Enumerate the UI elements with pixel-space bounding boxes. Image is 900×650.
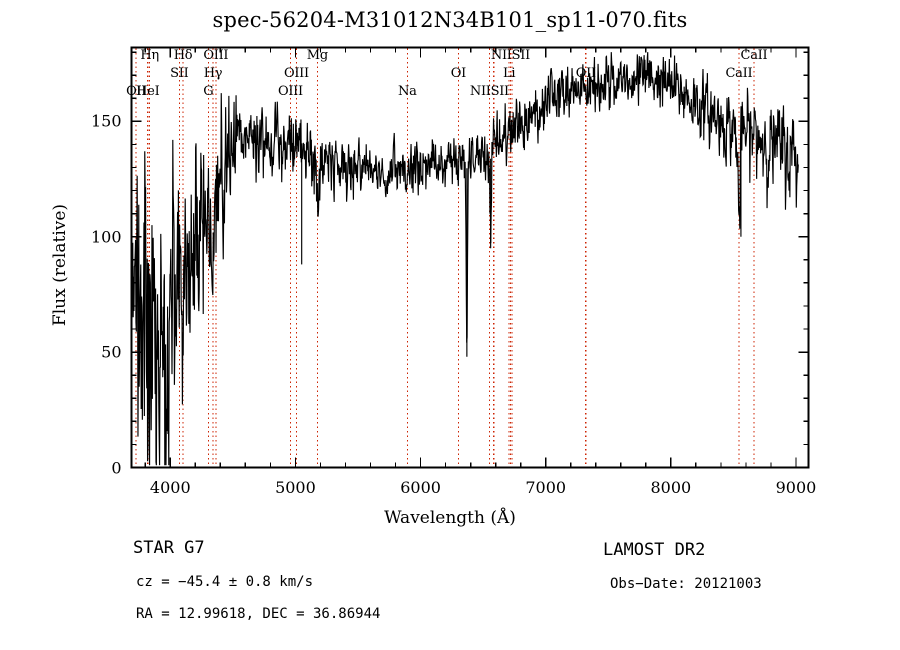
spectral-line-label: SII xyxy=(170,66,189,81)
y-tick-label: 0 xyxy=(111,458,122,477)
sky-coordinates: RA = 12.99618, DEC = 36.86944 xyxy=(136,606,381,622)
spectral-line-label: HeI xyxy=(136,84,160,99)
spectral-line-label: CaII xyxy=(725,66,753,81)
spectral-line-label: OII xyxy=(575,66,596,81)
x-tick-label: 6000 xyxy=(400,477,441,497)
flux-trace xyxy=(132,52,799,466)
x-tick-label: 4000 xyxy=(149,477,191,497)
spectral-line-label: Mg xyxy=(306,48,328,63)
spectral-line-label: NIISII xyxy=(469,84,509,99)
spectral-line-label: OII xyxy=(126,84,147,99)
x-tick-label: 9000 xyxy=(775,477,817,497)
spectral-line-label: Na xyxy=(398,84,417,99)
x-axis-title: Wavelength (Å) xyxy=(384,508,516,528)
x-tick-label: 8000 xyxy=(650,477,692,497)
x-tick-label: 5000 xyxy=(275,477,316,497)
y-tick-label: 100 xyxy=(90,227,122,247)
spectral-line-label: Hγ xyxy=(203,66,223,81)
spectral-line-label: OIII xyxy=(203,48,229,63)
spectral-line-label: NIISII xyxy=(490,48,530,63)
spectral-line-label: OI xyxy=(450,66,467,81)
x-tick-label: 7000 xyxy=(525,477,567,497)
y-axis-title: Flux (relative) xyxy=(50,203,70,327)
page-title: spec-56204-M31012N34B101_sp11-070.fits xyxy=(212,8,688,32)
radial-velocity: cz = −45.4 ± 0.8 km/s xyxy=(136,574,314,590)
spectral-line-label: Li xyxy=(503,66,516,81)
observation-date: Obs−Date: 20121003 xyxy=(610,576,762,592)
object-class: STAR G7 xyxy=(133,538,205,558)
spectral-line-label: OIII xyxy=(283,66,309,81)
axis-ticks xyxy=(131,47,809,469)
spectral-line-label: OIII xyxy=(277,84,303,99)
spectral-line-label: Hδ xyxy=(173,48,193,63)
spectral-line-label: G xyxy=(203,84,214,99)
y-tick-label: 50 xyxy=(101,342,122,362)
y-tick-label: 150 xyxy=(90,111,122,131)
plot-frame xyxy=(130,46,810,469)
spectral-line-label: Hη xyxy=(140,48,159,63)
spectral-line-label: CaII xyxy=(740,48,768,63)
survey-name: LAMOST DR2 xyxy=(603,540,706,560)
